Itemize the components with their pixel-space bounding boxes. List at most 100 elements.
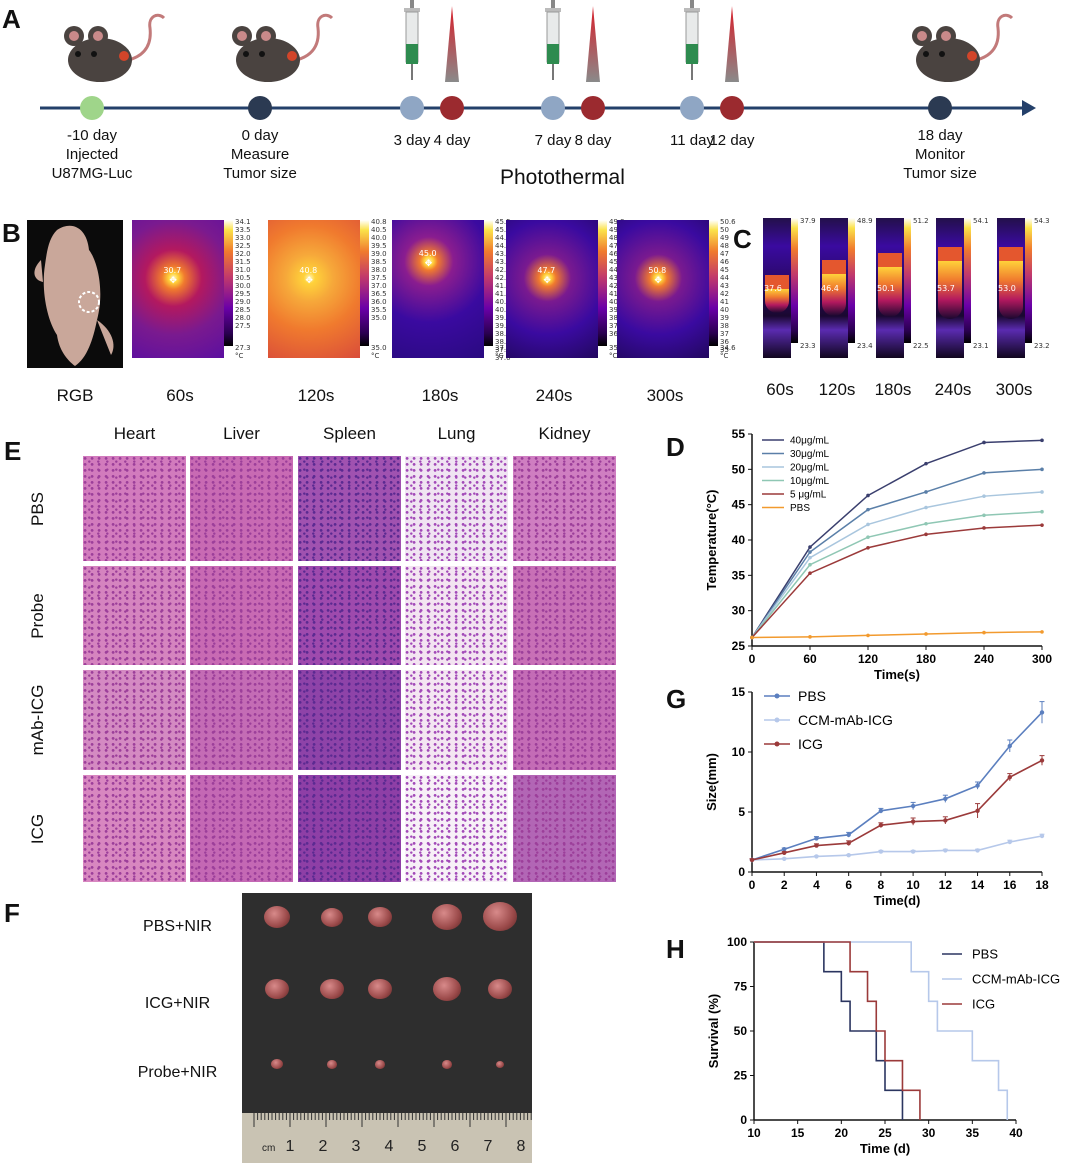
laser-icon [445,6,459,82]
tumor-size-chart: 0 2 4 6 8 10 12 14 16 18 0 5 10 15 Time(d) Size(mm) PBS C… [704,685,1049,908]
color-scale-tick: 37.0 [371,282,387,290]
histology-image [513,775,616,882]
x-axis-title: Time (d) [860,1141,910,1156]
color-scale-min: 37.0 [495,344,511,352]
color-scale-tick: 40.5 [371,226,387,234]
timeline-dot [80,96,104,120]
data-point [808,555,812,560]
timeline-event-label: 8 day [574,132,612,149]
hotspot-temp: 46.4 [821,284,839,293]
color-scale-max: 48.9 [857,217,873,225]
color-scale-max: 51.2 [913,217,929,225]
series-line [751,759,1043,861]
ruler-number: 8 [517,1138,526,1155]
data-point [943,818,948,823]
color-scale-max: 54.1 [973,217,989,225]
data-point [910,803,916,809]
rgb-caption: RGB [56,386,94,405]
color-scale-tick: 40.0 [495,306,511,314]
data-point [866,493,870,498]
hotspot-temp: 37.6 [764,284,782,293]
x-tick-label: 120 [858,652,878,666]
histology-image [190,456,293,561]
color-scale-tick: 44.5 [495,234,511,242]
laser-icon [725,6,739,82]
timeline-dot [680,96,704,120]
color-scale-bar [1025,218,1032,343]
x-axis-title: Time(d) [874,893,921,908]
tumor-row-label: PBS+NIR [143,918,212,935]
legend-label: PBS [798,688,826,704]
color-scale-tick: 50 [720,226,729,234]
timeline-event-label: 0 day Measure Tumor size [223,127,297,182]
data-point [866,545,870,550]
color-scale-bar [791,218,798,343]
tumor-row-label: Probe+NIR [137,1064,218,1081]
series-line [751,835,1043,861]
survival-curve [754,941,904,1120]
tumor-sample [265,979,289,1000]
color-scale-tick: 37.5 [371,274,387,282]
color-scale-tick: 38.5 [371,258,387,266]
timeline-event-label: 12 day [709,132,755,149]
color-scale-tick: 43.0 [495,258,511,266]
color-scale-tick: 36 [720,338,729,346]
hotspot-temp: 50.8 [648,265,667,275]
data-point [975,848,980,853]
crosshair-icon: ✥ [654,274,662,285]
data-point [1007,775,1012,780]
color-scale-tick: 44 [720,274,729,282]
color-scale-tick: 42 [720,290,729,298]
color-scale-ticks: 34.1 33.5 33.0 32.5 32.0 31.5 31.0 30.5 30.0 29.5… [235,218,251,330]
thermal-image: 30.7 ✥ [132,220,224,358]
mouse-icon [232,13,334,82]
hotspot-temp: 53.0 [998,284,1016,293]
time-caption: 180s [421,386,459,405]
data-point [924,505,928,510]
data-point [1007,743,1012,749]
tumor-sample [483,902,517,931]
thermal-tube-image: 53.7 [936,218,964,358]
tube-hotspot [822,274,846,316]
group-row-label: mAb-ICG [28,684,47,756]
legend-label: 30μg/mL [790,449,830,460]
organ-header: Spleen [323,424,376,443]
data-point [878,849,884,854]
histology-image [513,670,616,770]
data-point [982,526,986,530]
group-row-label: Probe [28,592,47,639]
heated-band [822,260,846,274]
hotspot-temp: 40.8 [299,265,318,275]
color-scale-tick: 33.5 [235,226,251,234]
color-scale-tick: 36 [609,330,618,338]
ruler-number: 4 [385,1138,394,1155]
color-scale-tick: 43 [609,274,618,282]
color-scale-tick: 31.0 [235,266,251,274]
syringe-icon [545,0,561,80]
color-scale-tick: 39.5 [495,314,511,322]
legend-marker [774,741,780,747]
legend-label: 10μg/mL [790,476,830,487]
data-point [866,522,870,527]
legend-label: ICG [972,997,995,1012]
legend-label: 5 μg/mL [790,490,827,501]
tube-hotspot [938,261,962,319]
unit-label: °C [235,352,244,360]
data-point [924,532,928,537]
crosshair-icon: ✥ [543,274,551,285]
data-point [1040,523,1044,527]
color-scale-tick: 28.0 [235,314,251,322]
y-tick-label: 75 [734,980,748,994]
y-tick-label: 50 [734,1024,748,1038]
x-tick-label: 0 [749,878,756,892]
data-point [750,635,754,640]
legend-label: CCM-mAb-ICG [798,712,893,728]
color-scale-min: 35.0 [371,344,387,352]
ruler-number: 7 [484,1138,493,1155]
legend-label: 20μg/mL [790,463,830,474]
color-scale-tick: 45 [609,258,618,266]
data-point [814,843,819,848]
tumor-row-label: ICG+NIR [144,995,211,1012]
color-scale-tick: 45 [720,266,729,274]
tumor-sample [488,979,512,1000]
